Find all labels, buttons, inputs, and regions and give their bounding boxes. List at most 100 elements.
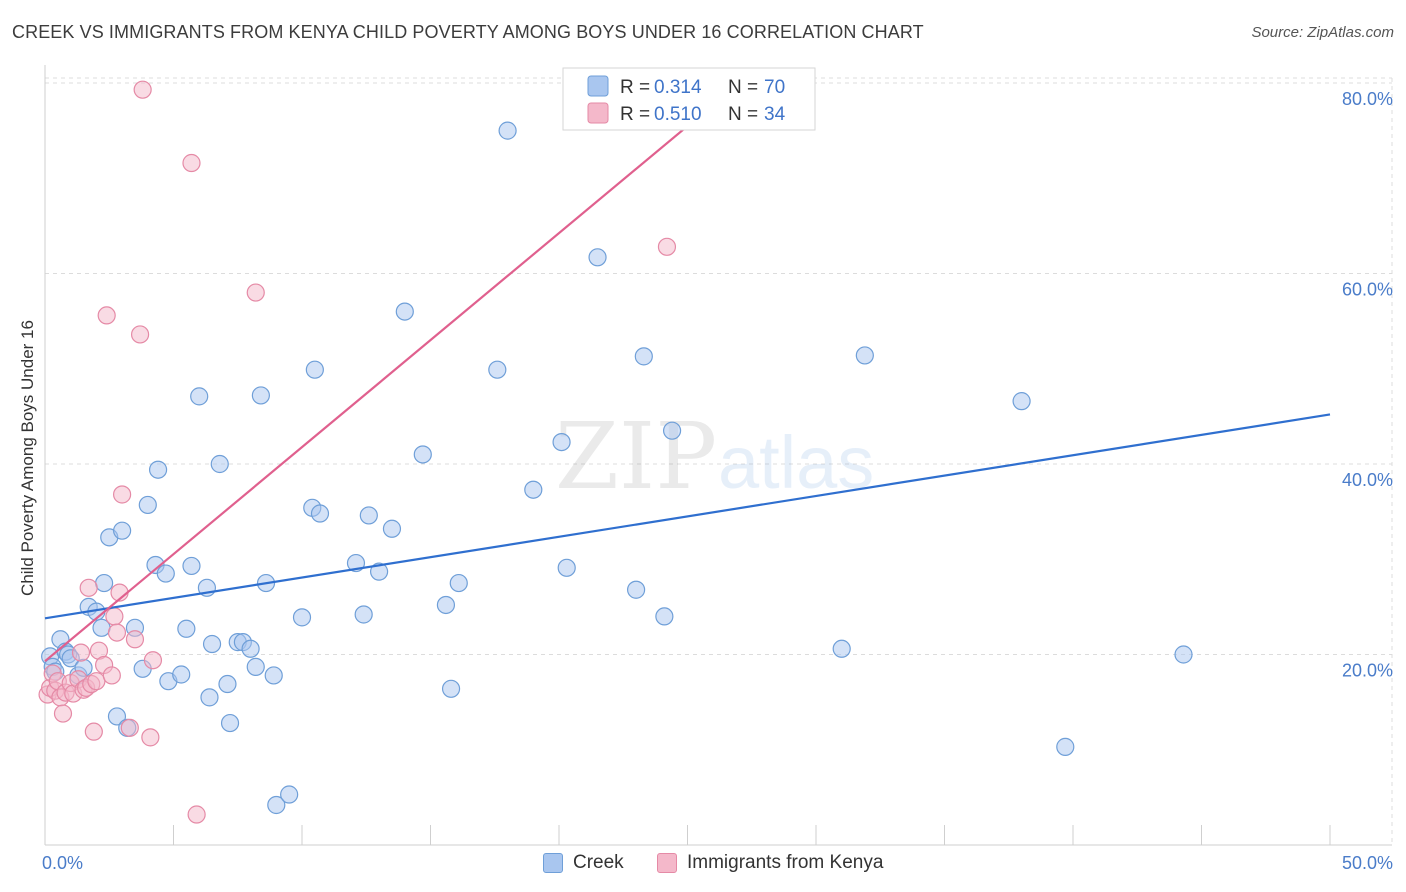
creek-point-37 — [246, 657, 265, 676]
creek-point-51 — [382, 519, 402, 538]
bottom-legend-kenya: Immigrants from Kenya — [657, 852, 883, 874]
creek-point-56 — [449, 573, 468, 593]
creek-point-31 — [210, 454, 229, 474]
watermark: ZIP atlas — [555, 403, 874, 510]
creek-point-12 — [95, 573, 114, 593]
kenya-point-6 — [53, 704, 73, 723]
creek-point-62 — [626, 580, 646, 599]
kenya-point-29 — [143, 651, 163, 670]
creek-point-66 — [832, 639, 851, 658]
creek-point-68 — [1012, 392, 1031, 411]
creek-point-65 — [662, 421, 682, 440]
kenya-point-35 — [187, 805, 206, 824]
bottom-legend-label-kenya: Immigrants from Kenya — [687, 852, 884, 873]
creek-point-14 — [107, 707, 127, 726]
kenya-point-31 — [182, 153, 201, 173]
legend-n-label-kenya: N = — [728, 104, 758, 125]
x-tick-label-max: 50.0% — [1342, 853, 1393, 873]
kenya-point-16 — [84, 722, 103, 741]
creek-point-58 — [524, 480, 543, 499]
creek-point-61 — [588, 248, 607, 267]
legend-r-label-kenya: R = — [620, 104, 650, 125]
creek-point-46 — [310, 504, 330, 523]
creek-point-48 — [354, 605, 373, 624]
legend-swatch-creek — [587, 75, 609, 97]
kenya-point-32 — [133, 80, 152, 99]
legend-r-value-creek: 0.314 — [654, 77, 702, 98]
kenya-point-28 — [141, 728, 160, 747]
creek-point-22 — [156, 564, 175, 583]
creek-point-49 — [359, 506, 378, 525]
creek-point-55 — [441, 679, 461, 698]
trend-lines — [44, 114, 1331, 663]
tick-labels: 20.0% 40.0% 60.0% 80.0% 0.0% 50.0% — [42, 89, 1393, 873]
creek-point-26 — [182, 556, 201, 576]
axes — [44, 65, 1392, 846]
creek-point-15 — [112, 521, 132, 540]
kenya-points — [38, 80, 677, 824]
creek-point-30 — [202, 634, 222, 654]
y-tick-label-60: 60.0% — [1342, 280, 1393, 300]
y-tick-label-80: 80.0% — [1342, 89, 1393, 109]
kenya-point-30 — [97, 306, 116, 325]
y-tick-label-20: 20.0% — [1342, 661, 1393, 681]
kenya-point-33 — [246, 283, 265, 302]
kenya-point-34 — [657, 237, 677, 256]
creek-point-33 — [220, 713, 240, 733]
creek-point-54 — [436, 595, 456, 615]
chart-title: CREEK VS IMMIGRANTS FROM KENYA CHILD POV… — [12, 22, 924, 42]
creek-point-21 — [148, 460, 168, 479]
creek-point-43 — [292, 608, 312, 627]
creek-point-32 — [218, 674, 237, 694]
creek-point-25 — [177, 619, 196, 638]
creek-point-67 — [855, 346, 874, 365]
source-label: Source: ZipAtlas.com — [1251, 24, 1394, 41]
kenya-point-27 — [130, 325, 150, 344]
kenya-trend-line — [44, 114, 702, 663]
creek-point-52 — [395, 302, 414, 321]
kenya-point-24 — [112, 485, 132, 504]
creek-point-29 — [200, 688, 219, 707]
legend-r-label-creek: R = — [620, 77, 650, 98]
legend-box: R = 0.314 N = 70 R = 0.510 N = 34 — [562, 67, 816, 131]
legend-n-label-creek: N = — [728, 77, 758, 98]
creek-point-19 — [138, 495, 157, 515]
legend-r-value-kenya: 0.510 — [654, 104, 702, 125]
bottom-legend-creek: Creek — [543, 852, 624, 874]
creek-point-60 — [557, 558, 576, 577]
creek-point-38 — [251, 386, 270, 405]
creek-point-63 — [634, 347, 653, 366]
creek-point-64 — [655, 607, 674, 626]
bottom-legend: Creek Immigrants from Kenya — [0, 852, 1406, 878]
creek-point-57 — [488, 360, 507, 379]
watermark-zip: ZIP — [555, 403, 717, 510]
legend-swatch-kenya — [587, 102, 609, 124]
kenya-point-17 — [87, 672, 106, 691]
kenya-point-14 — [79, 578, 98, 597]
legend-n-value-kenya: 34 — [764, 104, 786, 125]
creek-point-59 — [552, 432, 571, 452]
creek-trend-line — [44, 413, 1331, 620]
kenya-point-25 — [120, 718, 139, 737]
bottom-legend-swatch-creek — [543, 853, 563, 873]
x-tick-label-min: 0.0% — [42, 853, 83, 873]
creek-point-36 — [241, 639, 260, 658]
creek-point-24 — [172, 665, 191, 684]
kenya-point-21 — [105, 607, 124, 626]
creek-point-50 — [370, 562, 389, 581]
creek-point-41 — [267, 795, 286, 815]
kenya-point-22 — [107, 623, 127, 642]
kenya-point-11 — [71, 643, 91, 662]
kenya-point-20 — [102, 666, 121, 685]
y-tick-label-40: 40.0% — [1342, 470, 1393, 490]
legend-n-value-creek: 70 — [764, 77, 785, 98]
creek-point-42 — [280, 785, 299, 804]
kenya-point-26 — [125, 630, 145, 649]
creek-point-69 — [1056, 737, 1075, 756]
creek-point-27 — [190, 387, 209, 406]
creek-point-44 — [305, 360, 324, 379]
creek-point-53 — [413, 445, 432, 464]
creek-point-71 — [498, 121, 517, 140]
bottom-legend-swatch-kenya — [657, 853, 677, 873]
